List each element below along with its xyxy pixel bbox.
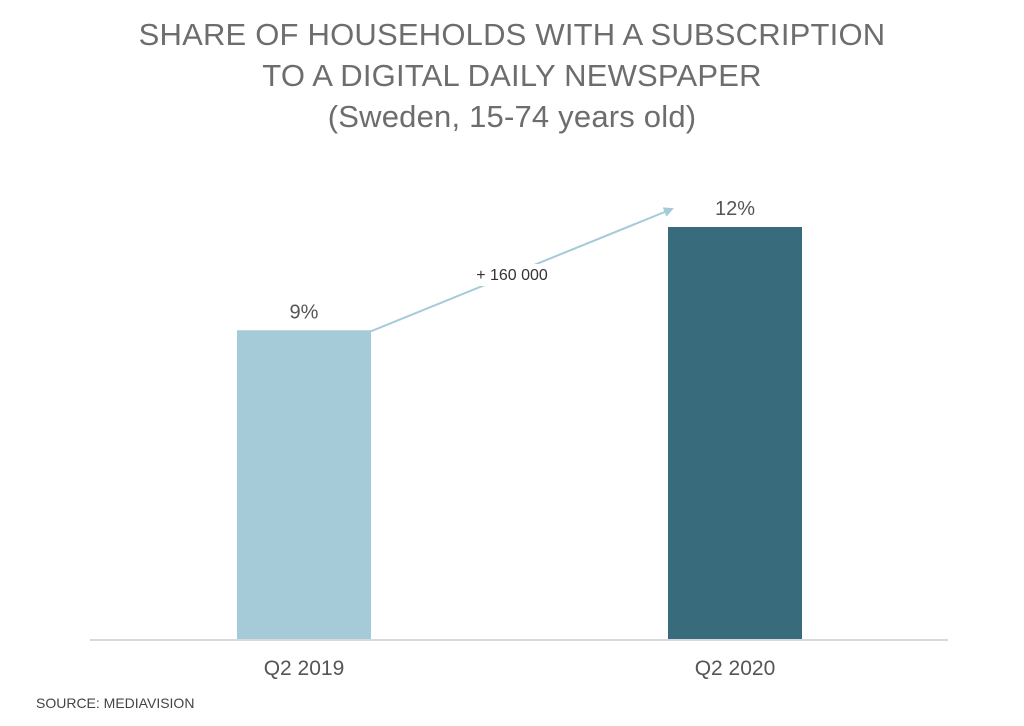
annotation-label: + 160 000: [476, 267, 548, 284]
annotation-background: [466, 264, 558, 286]
data-label: 12%: [715, 198, 755, 220]
data-label: 9%: [290, 301, 319, 323]
bar-q2-2019: [237, 330, 371, 640]
bar-q2-2020: [668, 227, 802, 640]
chart-title-line-1: SHARE OF HOUSEHOLDS WITH A SUBSCRIPTION: [138, 17, 886, 52]
chart-subtitle: (Sweden, 15-74 years old): [327, 99, 697, 134]
x-tick-label: Q2 2020: [695, 657, 776, 680]
source-note: SOURCE: MEDIAVISION: [36, 695, 195, 711]
x-tick-label: Q2 2019: [264, 657, 345, 680]
chart-title-line-2: TO A DIGITAL DAILY NEWSPAPER: [262, 58, 762, 93]
